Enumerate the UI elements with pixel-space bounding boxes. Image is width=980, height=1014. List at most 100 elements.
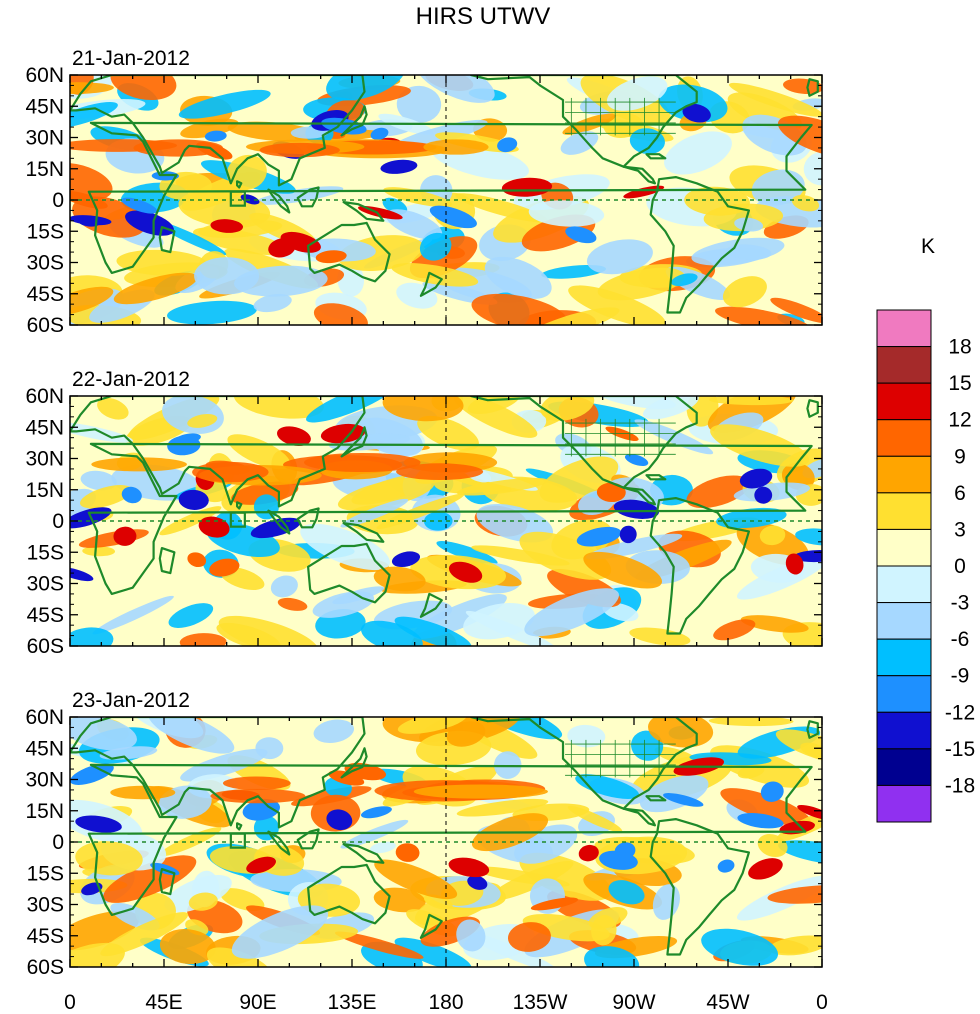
coastline: [158, 867, 176, 896]
colorbar-box: [876, 528, 932, 567]
lat-label: 30N: [25, 127, 64, 150]
field-core: [391, 551, 421, 568]
lat-label: 45N: [25, 95, 64, 118]
field-core: [315, 250, 347, 264]
field-blob: [394, 616, 472, 646]
field-blob: [70, 717, 137, 751]
coastlines: [70, 75, 819, 314]
field-blob: [456, 919, 486, 952]
coastline: [342, 842, 385, 864]
coastline: [340, 747, 368, 779]
field-blob: [436, 540, 498, 565]
field-core: [344, 762, 387, 781]
field-blob: [148, 717, 235, 754]
map-panel: 22-Jan-2012 60N 45N 30N 15N 0 15S 30S 45S 60S: [25, 368, 823, 658]
coastline: [342, 201, 385, 222]
field-core: [360, 806, 392, 819]
field-blob: [720, 788, 811, 827]
lat-label: 30S: [27, 252, 64, 275]
field-blob: [567, 724, 606, 748]
colorbar-label: 3: [954, 518, 966, 541]
colorbar-label: -9: [951, 665, 970, 688]
field-blob: [737, 764, 765, 779]
field-blob: [708, 396, 794, 406]
field-core: [198, 516, 230, 538]
field-blob: [560, 131, 599, 155]
colorbar-box: [876, 675, 932, 713]
colorbar-label: 9: [954, 445, 966, 468]
coastlines: [70, 717, 819, 956]
colorbar-box: [876, 602, 932, 640]
field-core: [242, 798, 280, 821]
colorbar-box: [876, 711, 932, 750]
field-blob: [770, 297, 822, 324]
field-blob: [75, 841, 143, 876]
field-blob: [783, 78, 822, 95]
lat-label: 45S: [27, 604, 64, 627]
field-blob: [795, 528, 822, 546]
coastline: [307, 863, 391, 925]
field-core: [380, 159, 418, 174]
field-blob: [178, 89, 271, 119]
field-blob: [340, 498, 409, 528]
coastline: [649, 817, 751, 956]
field-blob: [642, 396, 699, 420]
lat-label: 60S: [27, 314, 64, 337]
field-blob: [768, 935, 822, 956]
coastline: [342, 521, 385, 543]
field-blob: [110, 75, 177, 100]
field-blob: [586, 239, 653, 275]
field-blob: [334, 931, 424, 959]
field-core: [121, 197, 158, 214]
field-core: [596, 482, 626, 503]
field-blob: [92, 595, 174, 635]
field-blob: [524, 588, 619, 637]
field-core: [623, 185, 665, 199]
field-blob: [722, 276, 767, 308]
field-blob: [70, 910, 140, 951]
field-core: [448, 561, 483, 583]
field-blob: [70, 102, 118, 128]
field-blob: [708, 717, 794, 727]
field-blob: [463, 603, 535, 640]
field-core: [785, 553, 804, 575]
field-blob: [326, 75, 406, 101]
field-blob: [519, 852, 612, 901]
field-core: [624, 454, 649, 466]
colorbar: 18 15 12 9 6 3 0 -3 -6 -9 -12 -15 -18: [876, 309, 975, 823]
field-core: [395, 843, 420, 862]
coastline: [806, 78, 819, 97]
longitude-axis: 0 45E 90E 135E 180 135W 90W 45W 0: [64, 991, 828, 1014]
field-core: [497, 137, 518, 153]
field-blob: [227, 434, 291, 470]
field-core: [75, 815, 122, 833]
coastline: [70, 717, 366, 829]
coastline: [158, 546, 176, 575]
colorbar-label: 6: [954, 482, 966, 505]
field-blob: [361, 620, 423, 646]
coastline: [340, 426, 368, 458]
field-blob: [255, 737, 284, 760]
lon-label: 135E: [327, 991, 376, 1014]
field-blob: [519, 531, 612, 580]
field-core: [121, 486, 142, 504]
colorbar-box: [876, 309, 932, 348]
field-blob: [70, 82, 114, 95]
field-band: [91, 457, 187, 472]
lat-label: 60S: [27, 635, 64, 658]
field-blob: [629, 627, 691, 646]
coastline: [267, 509, 291, 535]
field-core: [565, 226, 597, 244]
field-blob: [716, 507, 787, 529]
field-blob: [179, 633, 227, 646]
lat-label: 15N: [25, 800, 64, 823]
lon-label: 90E: [239, 991, 276, 1014]
field-blob: [583, 551, 663, 589]
lat-label: 0: [52, 510, 64, 533]
field-core: [578, 844, 599, 862]
field-blob: [791, 195, 820, 212]
colorbar-box: [876, 492, 932, 530]
colorbar-box: [876, 748, 932, 786]
figure-title: HIRS UTWV: [416, 3, 551, 30]
field-core: [576, 526, 622, 547]
